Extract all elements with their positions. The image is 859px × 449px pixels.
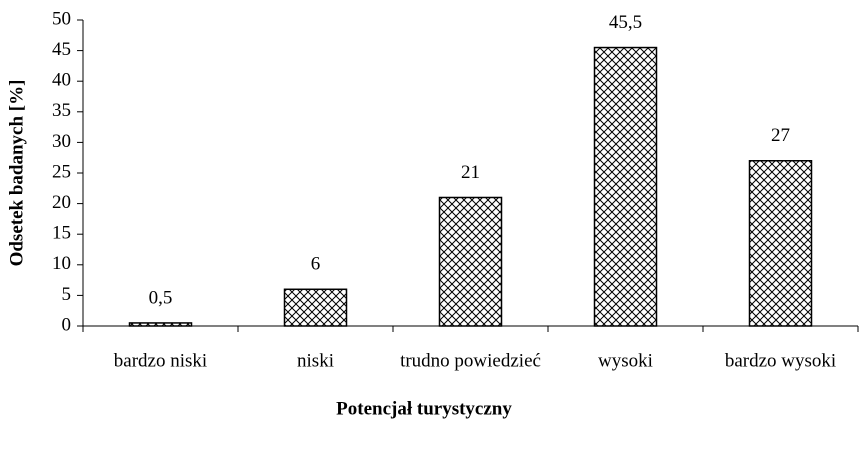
data-label: 45,5 [609,12,642,33]
data-label: 0,5 [149,287,173,308]
y-tick-label: 25 [52,161,71,182]
data-label: 21 [461,162,480,183]
data-label: 27 [771,125,790,146]
x-tick-label: niski [297,350,334,371]
y-tick-label: 20 [52,192,71,213]
y-tick-label: 5 [62,284,72,305]
data-label: 6 [311,254,321,275]
y-tick-label: 15 [52,223,71,244]
y-tick-label: 35 [52,100,71,121]
x-tick-label: bardzo niski [114,350,207,371]
y-tick-label: 50 [52,8,71,29]
bar [283,288,348,327]
bar [593,46,658,327]
y-tick-label: 30 [52,131,71,152]
x-axis-label: Potencjał turystyczny [336,398,512,419]
bar [438,196,503,327]
x-tick-label: wysoki [598,350,653,371]
y-tick-label: 10 [52,253,71,274]
x-tick-label: trudno powiedzieć [400,350,541,371]
y-axis-label: Odsetek badanych [%] [6,80,27,267]
y-tick-label: 40 [52,70,71,91]
y-tick-label: 0 [62,314,72,335]
bar [748,160,813,327]
bar [128,322,193,327]
x-tick-label: bardzo wysoki [725,350,836,371]
y-tick-label: 45 [52,39,71,60]
